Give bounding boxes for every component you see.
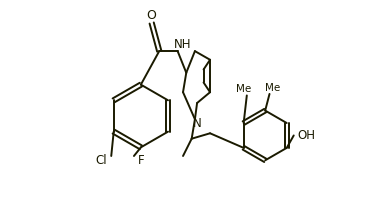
Text: NH: NH (174, 38, 191, 51)
Text: F: F (138, 154, 145, 167)
Text: Me: Me (265, 83, 280, 93)
Text: Cl: Cl (95, 154, 107, 167)
Text: Me: Me (236, 84, 251, 94)
Text: N: N (193, 117, 202, 130)
Text: OH: OH (297, 129, 315, 142)
Text: O: O (147, 9, 157, 22)
